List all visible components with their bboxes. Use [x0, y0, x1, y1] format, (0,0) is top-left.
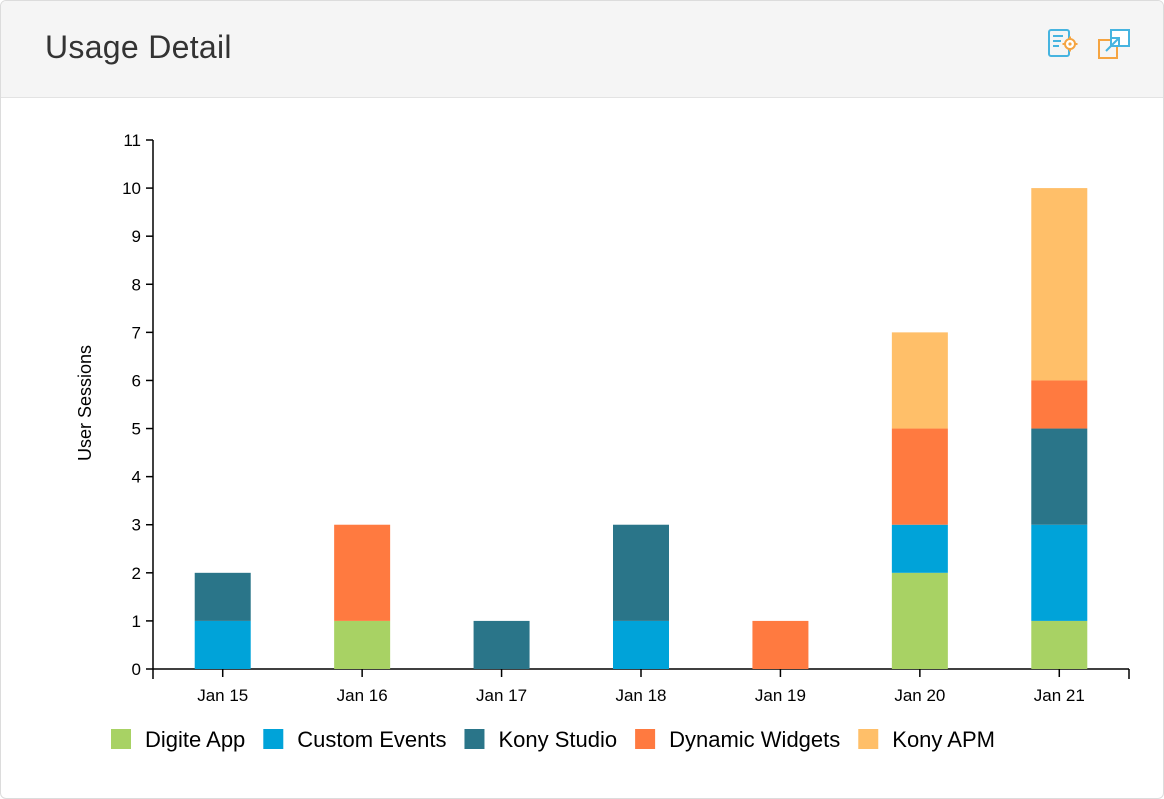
y-axis-label: User Sessions [75, 345, 95, 461]
settings-report-icon[interactable] [1045, 27, 1081, 63]
legend-swatch [635, 729, 656, 749]
legend-label[interactable]: Kony APM [892, 727, 995, 752]
y-tick-label: 6 [132, 371, 141, 390]
x-tick-label: Jan 20 [894, 686, 945, 705]
bar-segment[interactable] [1031, 524, 1088, 621]
bar-segment[interactable] [334, 524, 391, 621]
y-tick-label: 0 [132, 660, 141, 679]
y-tick-label: 11 [123, 131, 141, 150]
legend-label[interactable]: Dynamic Widgets [669, 727, 840, 752]
bar-segment[interactable] [752, 620, 809, 669]
legend-label[interactable]: Custom Events [297, 727, 446, 752]
y-tick-label: 10 [122, 179, 141, 198]
bar-segment[interactable] [891, 524, 948, 573]
x-tick-label: Jan 19 [755, 686, 806, 705]
x-tick-label: Jan 18 [615, 686, 666, 705]
bar-segment[interactable] [891, 572, 948, 669]
bar-segment[interactable] [194, 572, 251, 621]
bar-segment[interactable] [1031, 380, 1088, 429]
legend: Digite App Custom Events Kony Studio Dynami… [111, 727, 995, 752]
y-tick-label: 7 [132, 323, 141, 342]
x-tick-label: Jan 17 [476, 686, 527, 705]
bar-segment[interactable] [1031, 188, 1088, 381]
legend-swatch [263, 729, 284, 749]
x-tick-label: Jan 16 [337, 686, 388, 705]
y-axis: 0 1 2 3 4 5 6 7 8 9 10 11 [122, 131, 154, 679]
y-tick-label: 4 [132, 468, 141, 487]
legend-label[interactable]: Digite App [145, 727, 245, 752]
x-tick-label: Jan 15 [197, 686, 248, 705]
y-tick-label: 3 [132, 516, 141, 535]
bar-segment[interactable] [891, 428, 948, 525]
chart-area: 0 1 2 3 4 5 6 7 8 9 10 11 Jan 15 Jan 16 Jan 17 Jan 18 J… [1, 98, 1163, 798]
popout-icon[interactable] [1097, 27, 1133, 63]
legend-label[interactable]: Kony Studio [498, 727, 617, 752]
bar-segment[interactable] [194, 620, 251, 669]
bar-segment[interactable] [613, 524, 669, 621]
bars [194, 188, 1088, 669]
bar-segment[interactable] [613, 620, 669, 669]
bar-segment[interactable] [1031, 620, 1088, 669]
x-tick-label: Jan 21 [1034, 686, 1085, 705]
panel-title: Usage Detail [45, 29, 232, 65]
y-tick-label: 8 [132, 275, 141, 294]
x-axis: Jan 15 Jan 16 Jan 17 Jan 18 Jan 19 Jan 20 Jan … [152, 668, 1130, 705]
legend-swatch [111, 729, 131, 749]
y-tick-label: 5 [132, 420, 141, 439]
panel-header: Usage Detail [1, 1, 1163, 98]
y-tick-label: 2 [132, 564, 141, 583]
y-tick-label: 1 [132, 612, 141, 631]
legend-swatch [464, 729, 485, 749]
y-tick-label: 9 [132, 227, 141, 246]
bar-segment[interactable] [1031, 428, 1088, 525]
bar-segment[interactable] [891, 332, 948, 429]
bar-segment[interactable] [473, 620, 530, 669]
bar-segment[interactable] [334, 620, 391, 669]
legend-swatch [858, 729, 879, 749]
